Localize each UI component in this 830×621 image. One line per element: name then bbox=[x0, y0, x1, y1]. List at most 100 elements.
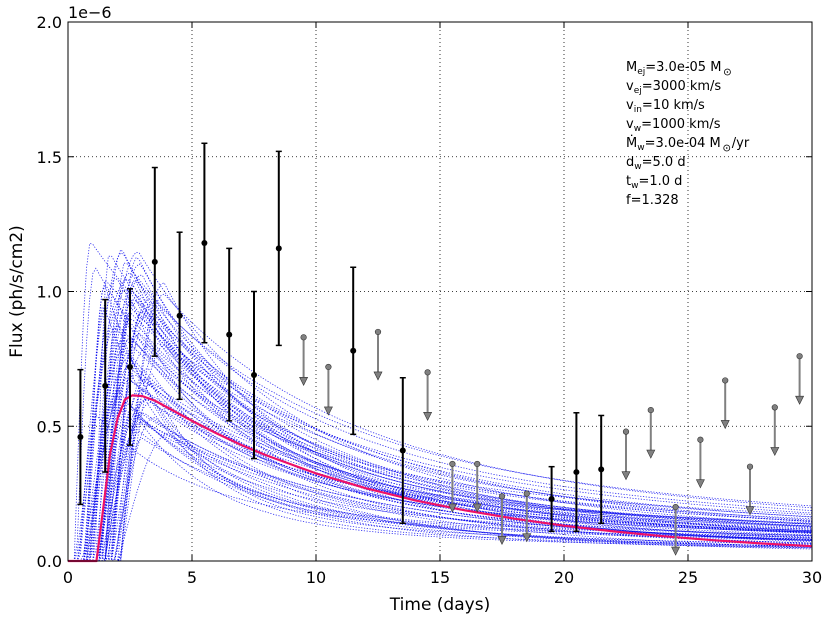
x-tick-label: 0 bbox=[63, 568, 73, 587]
x-tick-label: 10 bbox=[306, 568, 326, 587]
upper-limit-marker bbox=[720, 377, 730, 430]
upper-limit-marker bbox=[745, 463, 755, 516]
annotation-f: f=1.328 bbox=[626, 193, 679, 208]
model-sample-curve bbox=[68, 298, 813, 562]
detection-point bbox=[201, 142, 208, 344]
model-sample-curve bbox=[68, 280, 813, 562]
annotation-v_w: vw=1000 km/s bbox=[626, 117, 721, 134]
annotation-value: =3.0e-05 M bbox=[645, 60, 721, 75]
detection-point bbox=[77, 368, 84, 506]
model-sample-curve bbox=[68, 401, 812, 562]
model-sample-curve bbox=[68, 365, 813, 562]
upper-limit-marker bbox=[497, 493, 507, 545]
detection-point bbox=[102, 298, 109, 473]
upper-limit-marker bbox=[472, 460, 482, 513]
y-tick-label: 2.0 bbox=[37, 13, 62, 32]
model-sample-curve bbox=[68, 242, 813, 562]
model-sample-curve bbox=[68, 417, 812, 562]
upper-limit-marker bbox=[671, 504, 681, 556]
model-sample-curve bbox=[68, 310, 813, 562]
model-sample-curve bbox=[68, 437, 813, 562]
annotation-value: =1.328 bbox=[631, 193, 679, 208]
detection-point bbox=[127, 288, 133, 446]
detection-point bbox=[399, 376, 406, 525]
detection-point bbox=[573, 412, 580, 533]
annotation-value: =3.0e-04 M bbox=[645, 136, 721, 151]
solar-mass-dot bbox=[726, 71, 729, 73]
annotation-value: =10 km/s bbox=[642, 98, 705, 113]
annotation-subscript: ej bbox=[634, 86, 642, 96]
annotation-subscript: ej bbox=[637, 67, 645, 77]
model-sample-curve bbox=[68, 420, 813, 562]
model-sample-curve bbox=[68, 377, 813, 562]
upper-limit-marker bbox=[299, 334, 309, 386]
y-tick-label: 1.0 bbox=[37, 283, 62, 302]
model-sample-curve bbox=[68, 267, 813, 562]
solar-mass-dot bbox=[725, 147, 728, 149]
model-sample-curve bbox=[68, 255, 813, 562]
best-fit-line bbox=[68, 394, 813, 563]
x-tick-label: 25 bbox=[678, 568, 698, 587]
model-sample-curve bbox=[68, 399, 813, 562]
upper-limit-marker bbox=[373, 328, 383, 381]
detection-point bbox=[151, 166, 158, 357]
model-sample-curve bbox=[68, 262, 813, 562]
annotation-t_w: tw=1.0 d bbox=[626, 174, 682, 191]
annotation-value: =5.0 d bbox=[642, 155, 686, 170]
upper-limit-marker bbox=[646, 406, 656, 459]
upper-limit-marker bbox=[522, 490, 532, 543]
model-sample-curve bbox=[68, 319, 813, 562]
upper-limit-marker bbox=[795, 353, 805, 405]
model-sample-curve bbox=[68, 377, 813, 562]
detection-point bbox=[548, 465, 555, 533]
x-tick-label: 5 bbox=[187, 568, 197, 587]
model-sample-curve bbox=[68, 409, 813, 562]
tick-labels: 0 5 10 15 20 25 30 0.0 0.5 1.0 1.5 2.0 bbox=[37, 13, 823, 587]
annotation-subscript: in bbox=[634, 105, 642, 115]
model-sample-curve bbox=[68, 351, 813, 562]
annotation-symbol: f bbox=[626, 193, 631, 208]
annotation-subscript: w bbox=[637, 143, 644, 153]
annotation-value: =1000 km/s bbox=[641, 117, 721, 132]
grid-lines bbox=[68, 22, 812, 561]
x-tick-label: 15 bbox=[430, 568, 450, 587]
annotation-unit: /yr bbox=[732, 136, 750, 151]
model-sample-curve bbox=[68, 315, 813, 562]
x-tick-label: 30 bbox=[802, 568, 822, 587]
detection-point bbox=[350, 266, 357, 436]
model-sample-curve bbox=[68, 324, 813, 562]
model-sample-curve bbox=[68, 274, 813, 562]
annotation-subscript: w bbox=[631, 181, 638, 191]
model-sample-curve bbox=[68, 408, 813, 562]
model-sample-curve bbox=[68, 256, 813, 562]
annotation-value: =3000 km/s bbox=[642, 79, 722, 94]
model-sample-curve bbox=[68, 344, 813, 562]
detection-point bbox=[251, 290, 257, 460]
model-sample-curve bbox=[68, 293, 813, 562]
model-sample-curve bbox=[68, 422, 813, 562]
solar-mass-icon bbox=[724, 68, 731, 76]
solar-mass-icon bbox=[723, 144, 731, 152]
annotation-M_ej: Mej=3.0e-05 M bbox=[626, 60, 721, 77]
y-tick-label: 1.5 bbox=[37, 148, 62, 167]
annotation-symbol: v bbox=[626, 117, 634, 132]
annotation-symbol: Ṁ bbox=[626, 135, 637, 151]
annotation-symbol: M bbox=[626, 60, 637, 75]
model-sample-curve bbox=[68, 379, 813, 562]
model-sample-curves bbox=[68, 242, 813, 562]
annotation-symbol: t bbox=[626, 174, 631, 189]
detections bbox=[77, 142, 605, 533]
annotation-value: =1.0 d bbox=[638, 174, 682, 189]
x-axis-label: Time (days) bbox=[389, 595, 490, 615]
model-sample-curve bbox=[68, 342, 813, 562]
best-fit-curve bbox=[68, 394, 813, 563]
detection-point bbox=[226, 247, 233, 422]
model-sample-curve bbox=[68, 282, 813, 562]
annotation-symbol: d bbox=[626, 155, 634, 170]
model-sample-curve bbox=[68, 430, 812, 562]
model-sample-curve bbox=[68, 433, 812, 562]
model-sample-curve bbox=[68, 414, 813, 562]
annotation-symbol: v bbox=[626, 79, 634, 94]
